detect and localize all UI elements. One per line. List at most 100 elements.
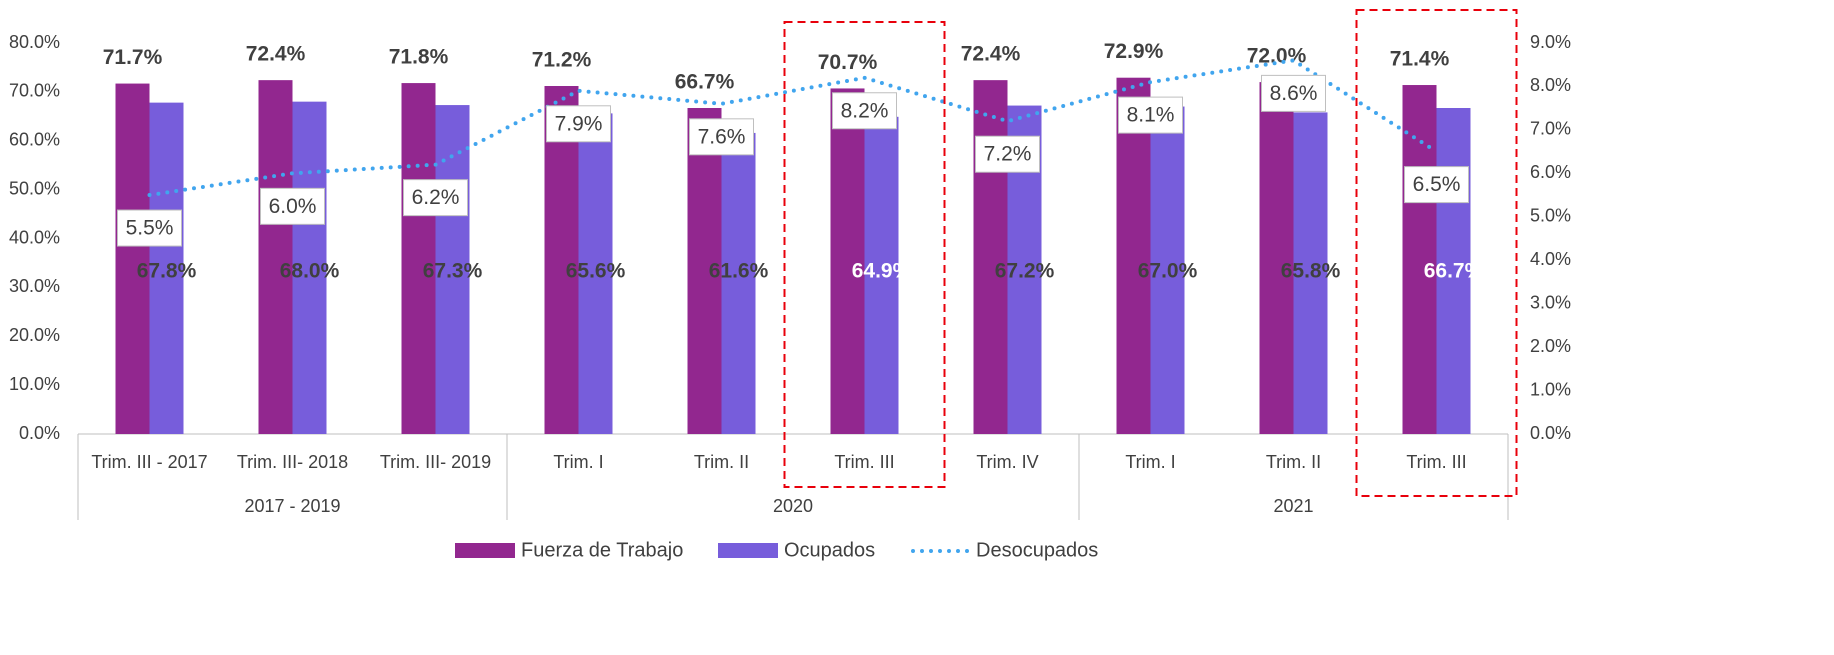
y2-tick-label: 8.0% <box>1530 75 1571 95</box>
bar-value-label: 72.9% <box>1104 40 1164 63</box>
bar-value-label: 72.4% <box>961 43 1021 66</box>
bar-value-label: 67.2% <box>995 260 1055 283</box>
label-box <box>546 105 611 143</box>
bar <box>435 105 470 434</box>
line-value-label: 8.6% <box>1270 82 1318 105</box>
x-tick-label: Trim. III - 2017 <box>91 452 207 472</box>
line-value-label: 6.2% <box>412 186 460 209</box>
bar-value-label: 66.7% <box>675 71 735 94</box>
bar <box>1116 77 1151 435</box>
bar-value-label: 67.8% <box>137 260 197 283</box>
y-tick-label: 70.0% <box>9 81 60 101</box>
bar-value-label: 68.0% <box>280 260 340 283</box>
x-tick-label: Trim. I <box>1125 452 1175 472</box>
bar <box>578 113 613 434</box>
x-tick-label: Trim. III- 2019 <box>380 452 491 472</box>
y-tick-label: 60.0% <box>9 130 60 150</box>
bar <box>687 108 722 434</box>
x-tick-label: Trim. III <box>834 452 894 472</box>
bar <box>1150 106 1185 434</box>
legend-swatch <box>455 543 515 558</box>
y2-tick-label: 1.0% <box>1530 379 1571 399</box>
label-box <box>1118 96 1183 134</box>
y-tick-label: 50.0% <box>9 178 60 198</box>
y2-tick-label: 0.0% <box>1530 423 1571 443</box>
y2-tick-label: 7.0% <box>1530 119 1571 139</box>
x-tick-label: Trim. I <box>553 452 603 472</box>
bar <box>544 86 579 434</box>
bar-value-label: 70.7% <box>818 51 878 74</box>
label-box <box>1404 166 1469 204</box>
label-box <box>403 179 468 217</box>
y-tick-label: 40.0% <box>9 227 60 247</box>
bar <box>1293 112 1328 434</box>
bar-value-label: 72.0% <box>1247 45 1307 68</box>
bar-value-label: 67.0% <box>1138 260 1198 283</box>
x-tick-label: Trim. III <box>1406 452 1466 472</box>
group-label: 2020 <box>773 496 813 516</box>
legend-label: Ocupados <box>784 539 875 561</box>
label-box <box>260 187 325 225</box>
label-box <box>689 118 754 156</box>
bar-value-label: 65.6% <box>566 260 626 283</box>
y-tick-label: 80.0% <box>9 32 60 52</box>
legend-swatch <box>718 543 778 558</box>
y-tick-label: 10.0% <box>9 374 60 394</box>
line <box>147 58 1439 198</box>
legend-label: Desocupados <box>976 539 1098 561</box>
highlight-box <box>783 21 946 488</box>
line-value-label: 6.5% <box>1413 173 1461 196</box>
bar <box>1259 82 1294 434</box>
y-tick-label: 0.0% <box>19 423 60 443</box>
bar-value-label: 71.4% <box>1390 48 1450 71</box>
bar-value-label: 67.3% <box>423 260 483 283</box>
legend-label: Fuerza de Trabajo <box>521 539 683 561</box>
y-tick-label: 20.0% <box>9 325 60 345</box>
bar-value-label: 71.8% <box>389 46 449 69</box>
bar-value-label: 71.2% <box>532 49 592 72</box>
bar-value-label: 64.9% <box>852 260 912 283</box>
bar-value-label: 72.4% <box>246 43 306 66</box>
bar <box>830 88 865 435</box>
bar <box>258 80 293 435</box>
bar <box>149 102 184 434</box>
x-tick-label: Trim. II <box>1266 452 1321 472</box>
bar <box>115 83 150 434</box>
bar <box>973 80 1008 435</box>
x-tick-label: Trim. IV <box>976 452 1038 472</box>
y2-tick-label: 4.0% <box>1530 249 1571 269</box>
highlight-box <box>1355 9 1518 497</box>
x-tick-label: Trim. II <box>694 452 749 472</box>
group-label: 2017 - 2019 <box>244 496 340 516</box>
bar <box>721 132 756 434</box>
y2-tick-label: 6.0% <box>1530 162 1571 182</box>
y2-tick-label: 2.0% <box>1530 336 1571 356</box>
label-box <box>1261 74 1326 112</box>
group-label: 2021 <box>1273 496 1313 516</box>
y-tick-label: 30.0% <box>9 276 60 296</box>
x-tick-label: Trim. III- 2018 <box>237 452 348 472</box>
label-box <box>117 209 182 247</box>
bar-value-label: 66.7% <box>1424 260 1484 283</box>
line-value-label: 8.2% <box>841 99 889 122</box>
line-value-label: 5.5% <box>126 217 174 240</box>
bar-value-label: 71.7% <box>103 46 163 69</box>
bar <box>1402 85 1437 434</box>
line-value-label: 7.6% <box>698 125 746 148</box>
bar-value-label: 65.8% <box>1281 260 1341 283</box>
y2-tick-label: 5.0% <box>1530 206 1571 226</box>
line-value-label: 6.0% <box>269 195 317 218</box>
label-box <box>975 135 1040 173</box>
bar <box>1436 108 1471 434</box>
line-value-label: 8.1% <box>1127 104 1175 127</box>
bar <box>864 116 899 435</box>
line-value-label: 7.2% <box>984 143 1032 166</box>
bar-value-label: 61.6% <box>709 260 769 283</box>
bar <box>401 83 436 434</box>
line-value-label: 7.9% <box>555 112 603 135</box>
y2-tick-label: 9.0% <box>1530 32 1571 52</box>
bar <box>292 101 327 435</box>
label-box <box>832 92 897 130</box>
y2-tick-label: 3.0% <box>1530 292 1571 312</box>
